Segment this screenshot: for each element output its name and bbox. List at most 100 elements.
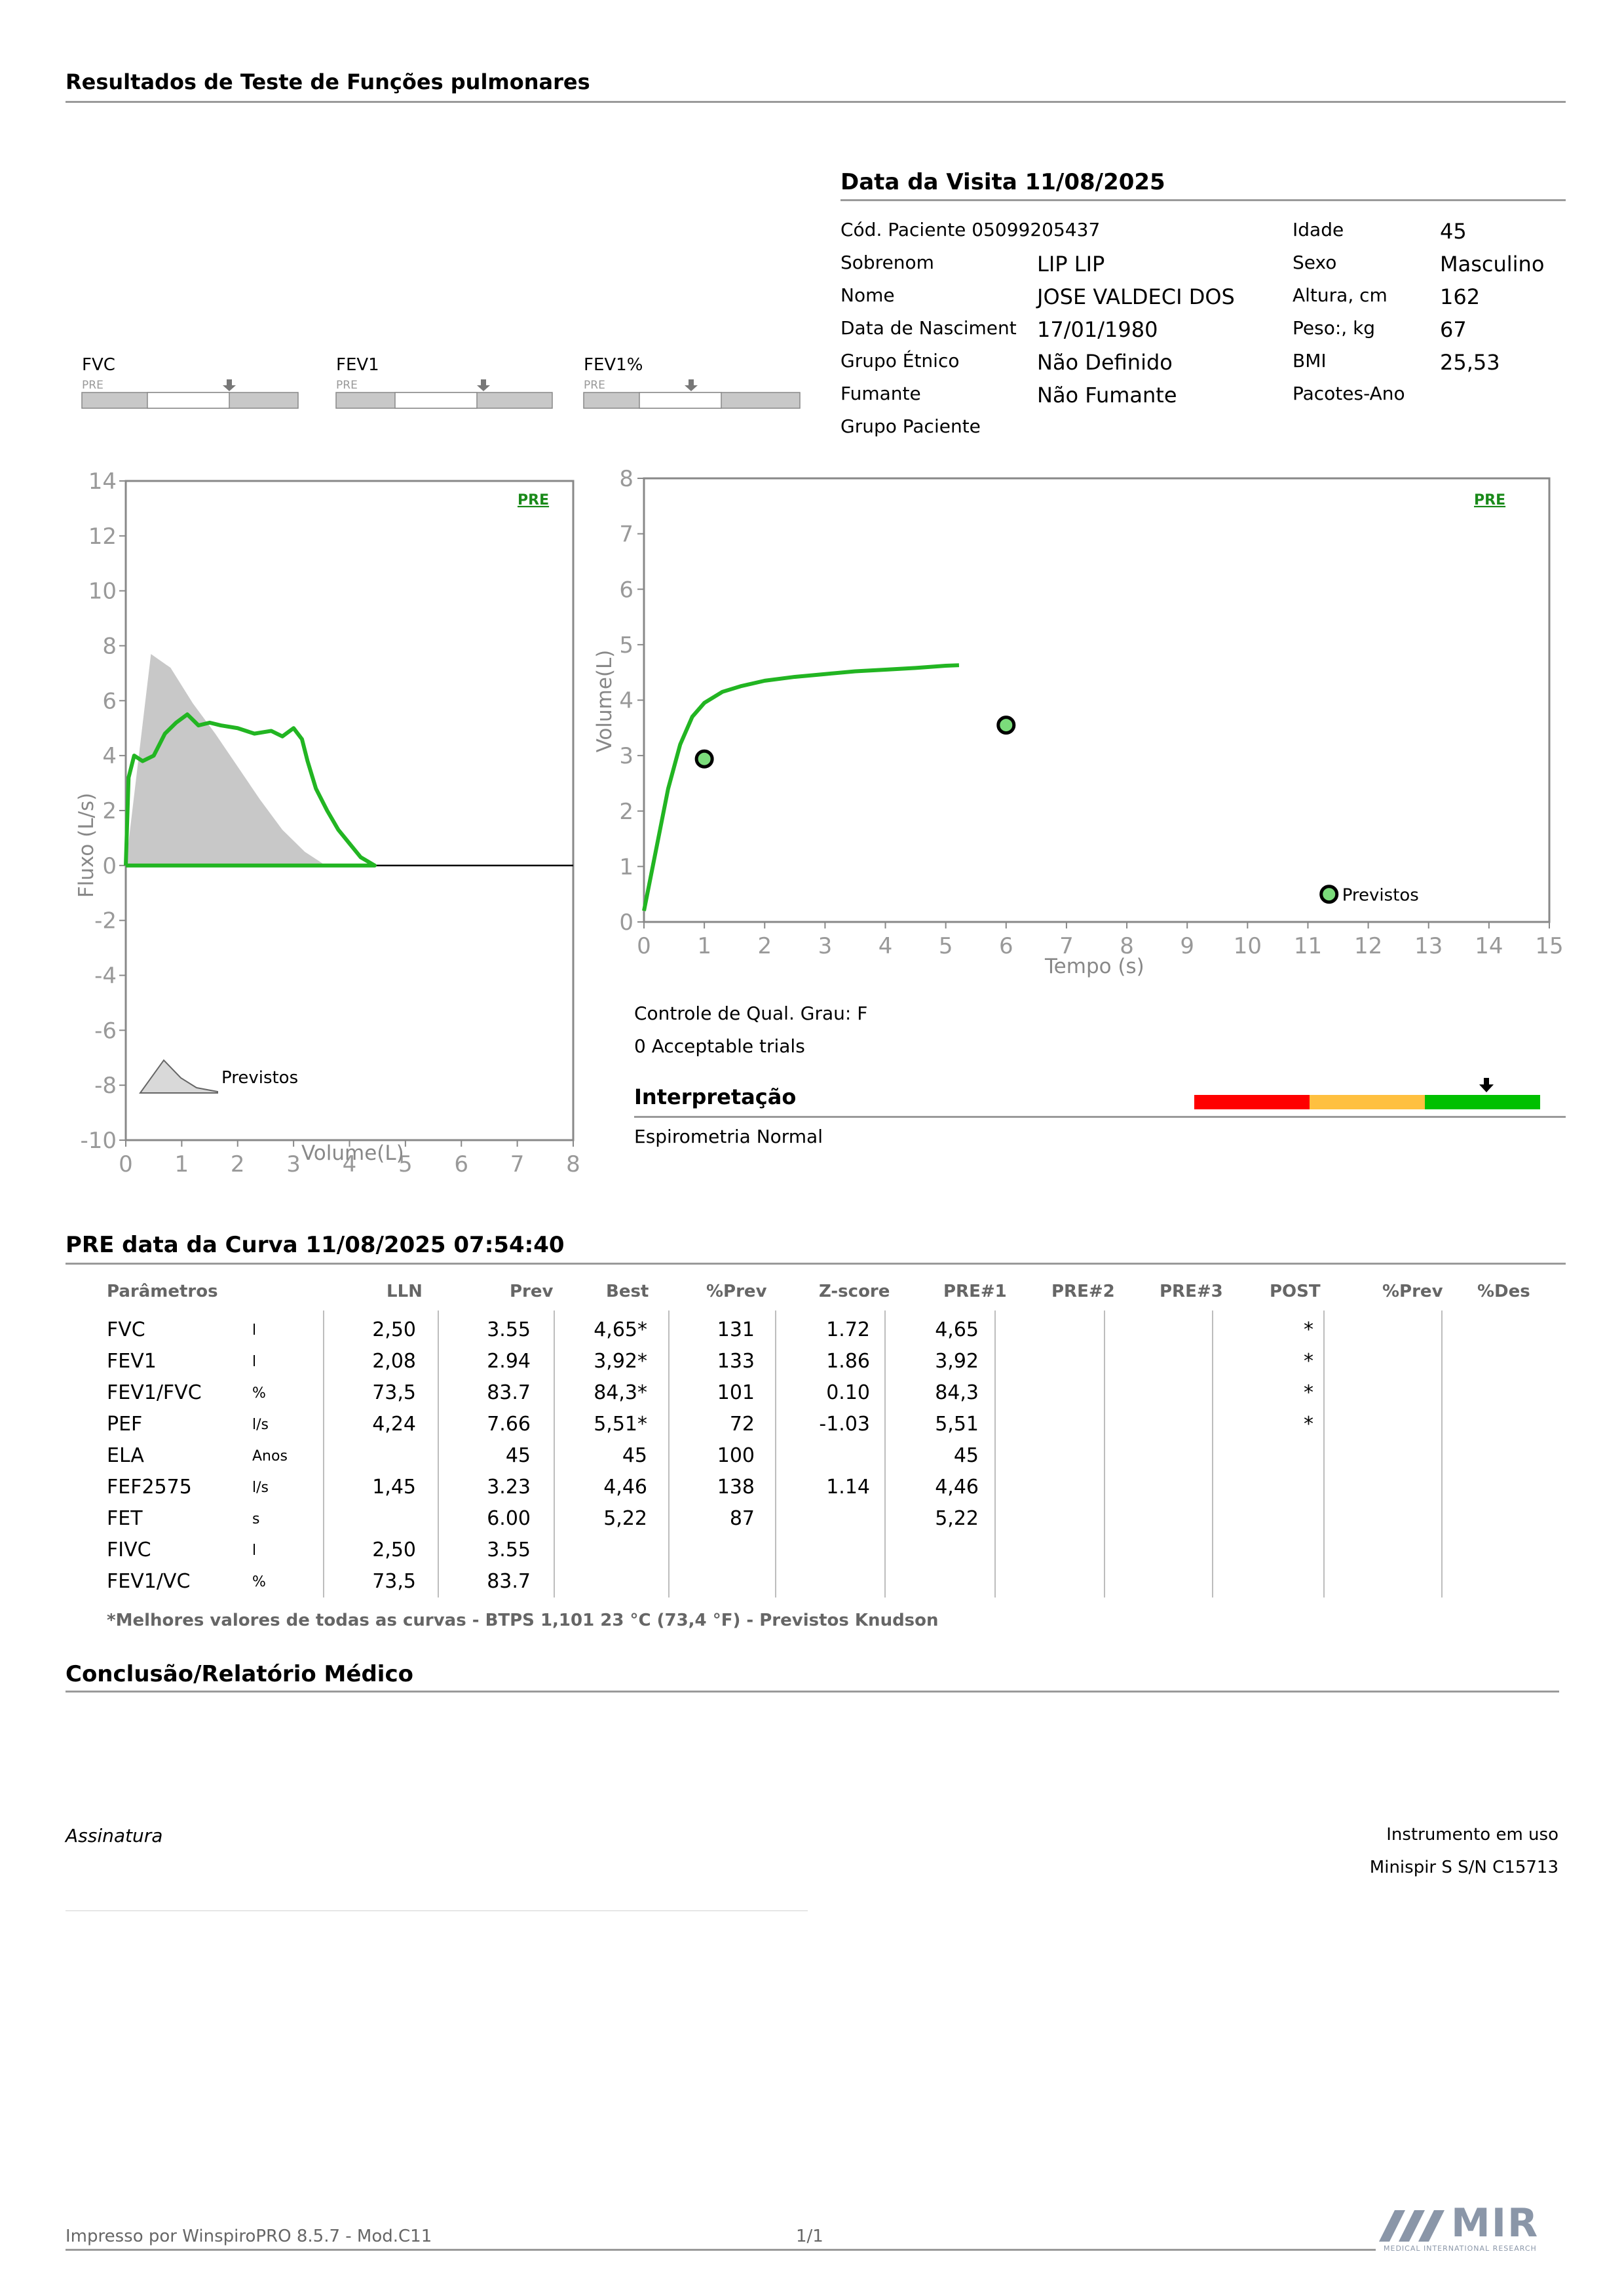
arrow-down-icon — [477, 379, 490, 391]
y-tick-label: 4 — [619, 688, 633, 714]
y-tick-label: 1 — [619, 854, 633, 880]
indicator-sub: PRE — [82, 379, 104, 392]
indicator-fvc: FVC PRE — [81, 355, 299, 409]
smoker-value: Não Fumante — [1037, 383, 1177, 408]
x-tick-label: 5 — [398, 1151, 413, 1177]
age-value: 45 — [1440, 219, 1467, 244]
table-cell: 138 — [717, 1476, 755, 1499]
predicted-point — [694, 749, 714, 769]
height-value: 162 — [1440, 284, 1481, 309]
table-cell: 72 — [729, 1413, 755, 1436]
y-tick-label: 5 — [619, 632, 633, 659]
column-separator — [438, 1311, 439, 1598]
x-tick-label: 6 — [454, 1151, 468, 1177]
y-tick-label: -8 — [94, 1073, 117, 1099]
table-cell: 87 — [729, 1507, 755, 1530]
legend-swatch — [139, 1059, 218, 1094]
y-tick-label: 3 — [619, 743, 633, 769]
table-cell: 84,3 — [935, 1381, 979, 1404]
table-cell: * — [1304, 1350, 1313, 1373]
column-header: POST — [1270, 1282, 1321, 1301]
column-separator — [554, 1311, 555, 1598]
table-cell: * — [1304, 1318, 1313, 1341]
table-cell: 3,92 — [935, 1350, 979, 1373]
column-separator — [1323, 1311, 1325, 1598]
table-cell: * — [1304, 1413, 1313, 1436]
table-cell: 4,24 — [372, 1413, 416, 1436]
table-cell: s — [252, 1511, 260, 1527]
y-tick-label: 6 — [102, 688, 117, 714]
table-cell: FEV1 — [107, 1350, 157, 1373]
column-header: Z-score — [819, 1282, 890, 1301]
table-cell: -1.03 — [819, 1413, 870, 1436]
weight-value: 67 — [1440, 317, 1467, 342]
table-cell: l/s — [252, 1480, 269, 1496]
y-tick-label: 4 — [102, 743, 117, 769]
column-header: PRE#3 — [1160, 1282, 1223, 1301]
column-header: %Des — [1477, 1282, 1530, 1301]
table-cell: l/s — [252, 1417, 269, 1433]
table-cell: 3.55 — [487, 1318, 531, 1341]
y-tick-label: -2 — [94, 908, 117, 934]
table-cell: % — [252, 1385, 266, 1402]
x-tick-label: 4 — [343, 1151, 357, 1177]
table-cell: PEF — [107, 1413, 143, 1436]
table-cell: 1,45 — [372, 1476, 416, 1499]
table-cell: 5,22 — [603, 1507, 647, 1530]
column-separator — [884, 1311, 886, 1598]
x-tick-label: 8 — [566, 1151, 580, 1177]
table-cell: 4,46 — [935, 1476, 979, 1499]
indicator-sub: PRE — [336, 379, 358, 392]
y-axis-label: Fluxo (L/s) — [75, 793, 98, 898]
x-tick-label: 8 — [1120, 933, 1134, 959]
sex-value: Masculino — [1440, 252, 1545, 277]
smoker-label: Fumante — [840, 383, 921, 404]
arrow-down-icon — [1479, 1078, 1494, 1092]
mir-logo-subtitle: MEDICAL INTERNATIONAL RESEARCH — [1384, 2244, 1537, 2253]
table-cell: FEV1/VC — [107, 1570, 191, 1593]
x-tick-label: 13 — [1414, 933, 1443, 959]
table-cell: 2,50 — [372, 1318, 416, 1341]
x-tick-label: 9 — [1180, 933, 1194, 959]
x-tick-label: 7 — [1059, 933, 1074, 959]
arrow-down-icon — [223, 379, 236, 391]
table-cell: 2.94 — [487, 1350, 531, 1373]
name-value: JOSE VALDECI DOS — [1037, 284, 1235, 309]
patient-code: Cód. Paciente 05099205437 — [840, 219, 1101, 240]
printed-by: Impresso por WinspiroPRO 8.5.7 - Mod.C11 — [66, 2227, 432, 2246]
table-cell: 4,65* — [594, 1318, 647, 1341]
column-header: PRE#1 — [943, 1282, 1007, 1301]
x-tick-label: 0 — [637, 933, 651, 959]
visit-divider — [840, 199, 1566, 201]
table-cell: l — [252, 1322, 257, 1339]
x-tick-label: 1 — [175, 1151, 189, 1177]
predicted-point — [996, 716, 1016, 735]
table-cell: l — [252, 1354, 257, 1370]
x-tick-label: 7 — [510, 1151, 525, 1177]
interpretation-divider — [634, 1116, 1566, 1118]
conclusion-divider — [66, 1691, 1559, 1693]
measured-curve — [642, 663, 960, 911]
indicator-fev1: FEV1 PRE — [335, 355, 553, 409]
column-separator — [323, 1311, 324, 1598]
column-separator — [1212, 1311, 1213, 1598]
column-separator — [1104, 1311, 1105, 1598]
x-tick-label: 1 — [697, 933, 711, 959]
predicted-legend: Previstos — [139, 1044, 298, 1096]
table-cell: 45 — [622, 1444, 647, 1467]
measured-curve — [124, 712, 377, 868]
interpretation-title: Interpretação — [634, 1084, 797, 1109]
table-cell: 1.72 — [826, 1318, 870, 1341]
pack-years-label: Pacotes-Ano — [1293, 383, 1405, 404]
column-separator — [994, 1311, 996, 1598]
ethnic-label: Grupo Étnico — [840, 350, 960, 372]
arrow-down-icon — [685, 379, 698, 391]
table-cell: 6.00 — [487, 1507, 531, 1530]
table-cell: 0.10 — [826, 1381, 870, 1404]
x-tick-label: 2 — [757, 933, 772, 959]
table-cell: FVC — [107, 1318, 145, 1341]
table-cell: % — [252, 1574, 266, 1590]
